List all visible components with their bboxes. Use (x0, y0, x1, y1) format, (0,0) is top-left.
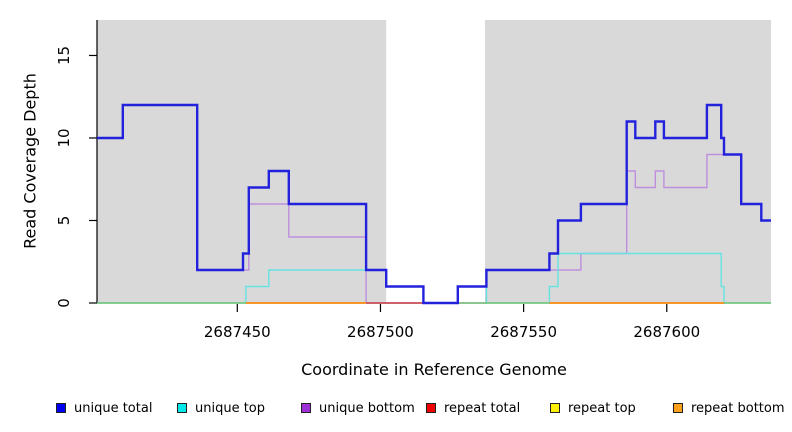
y-tick-label: 0 (55, 298, 73, 308)
legend-item-repeat-top: repeat top (550, 398, 636, 418)
legend-swatch-unique-total (56, 403, 66, 413)
legend-item-unique-total: unique total (56, 398, 152, 418)
legend-swatch-repeat-top (550, 403, 560, 413)
x-tick-label: 2687550 (490, 323, 557, 341)
legend-label: repeat top (568, 400, 636, 416)
legend-label: unique bottom (319, 400, 415, 416)
x-tick-label: 2687500 (347, 323, 414, 341)
y-tick-label: 10 (55, 128, 73, 147)
legend-label: unique total (74, 400, 153, 416)
y-tick-label: 15 (55, 46, 73, 65)
x-tick-label: 2687600 (633, 323, 700, 341)
x-tick-label: 2687450 (204, 323, 271, 341)
legend-item-repeat-total: repeat total (426, 398, 520, 418)
legend-item-repeat-bottom: repeat bottom (673, 398, 785, 418)
legend-swatch-unique-top (177, 403, 187, 413)
legend-label: unique top (195, 400, 266, 416)
legend-swatch-repeat-bottom (673, 403, 683, 413)
legend-label: repeat total (444, 400, 521, 416)
series-unique-total (97, 103, 771, 305)
legend-swatch-unique-bottom (301, 403, 311, 413)
y-tick-label: 5 (55, 216, 73, 226)
legend-label: repeat bottom (691, 400, 785, 416)
legend-item-unique-top: unique top (177, 398, 265, 418)
legend: unique total unique top unique bottom repea… (0, 398, 792, 420)
y-axis-title: Read Coverage Depth (20, 73, 40, 249)
shaded-region (484, 20, 771, 303)
legend-item-unique-bottom: unique bottom (301, 398, 415, 418)
legend-swatch-repeat-total (426, 403, 436, 413)
x-axis-title: Coordinate in Reference Genome (301, 360, 567, 379)
shaded-region (97, 20, 387, 303)
